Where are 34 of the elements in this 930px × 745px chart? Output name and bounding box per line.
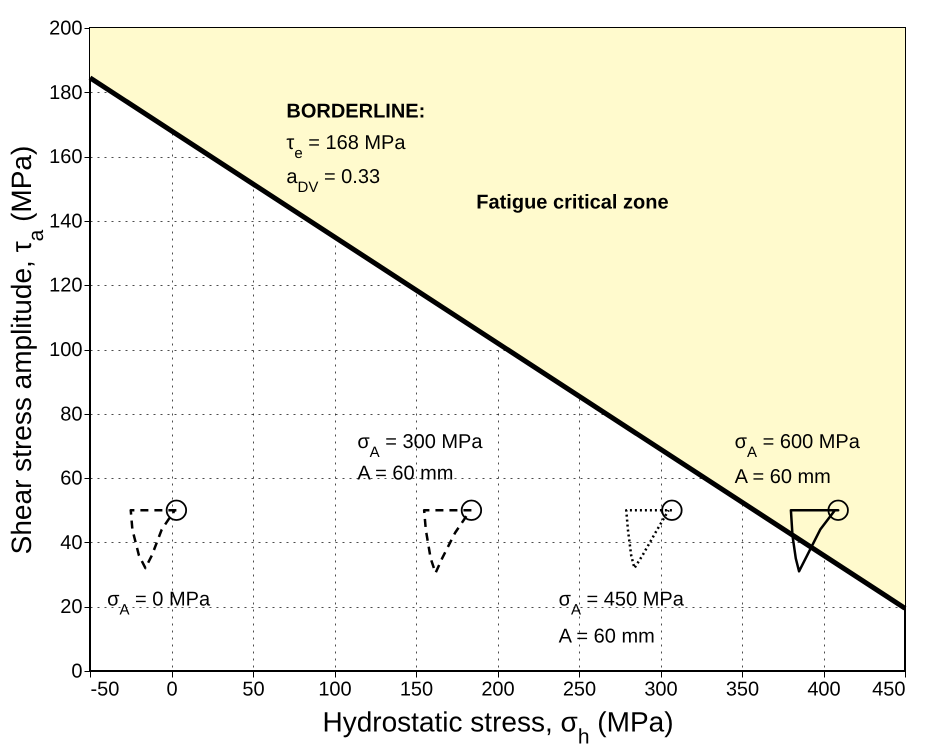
annotation: σ$_{A}$ = 450 MPa [558, 588, 685, 618]
annotation: σ$_{A}$ = 300 MPa [357, 431, 484, 461]
x-tick-label: -50 [90, 678, 120, 700]
x-tick-label: 100 [318, 678, 352, 700]
y-tick-label: 60 [60, 468, 82, 490]
annotation: a$_{DV}$ = 0.33 [286, 166, 380, 196]
y-tick-label: 140 [49, 210, 82, 232]
annotation: A = 60 mm [357, 462, 454, 485]
annotation: σ$_{A}$ = 600 MPa [734, 431, 861, 461]
annotation: A = 60 mm [558, 625, 655, 648]
y-tick-label: 120 [49, 274, 82, 297]
x-axis-title: Hydrostatic stress, σ$_{h}$ (MPa) [322, 706, 674, 745]
annotation: τ$_{e}$ = 168 MPa [286, 132, 406, 162]
x-tick-label: 0 [166, 678, 178, 700]
y-tick-label: 160 [49, 146, 82, 168]
y-tick-label: 80 [60, 403, 82, 426]
x-tick-label: 50 [242, 678, 265, 700]
x-tick-label: 200 [481, 678, 515, 700]
annotation: A = 60 mm [734, 466, 831, 488]
annotation: σ$_{A}$ = 0 MPa [107, 588, 211, 618]
annotation: BORDERLINE: [286, 100, 426, 123]
annotation: Fatigue critical zone [476, 191, 669, 214]
x-tick-label: 250 [562, 678, 596, 700]
x-tick-label: 300 [644, 678, 678, 700]
x-tick-label: 450 [872, 678, 906, 700]
y-tick-label: 100 [49, 339, 82, 361]
y-tick-label: 200 [49, 18, 82, 40]
y-tick-label: 180 [49, 82, 82, 104]
y-tick-label: 0 [71, 660, 82, 682]
x-tick-label: 150 [400, 678, 434, 700]
y-tick-label: 40 [60, 532, 82, 554]
x-tick-label: 350 [726, 678, 760, 700]
x-tick-label: 400 [807, 678, 841, 700]
y-tick-label: 20 [60, 596, 82, 618]
